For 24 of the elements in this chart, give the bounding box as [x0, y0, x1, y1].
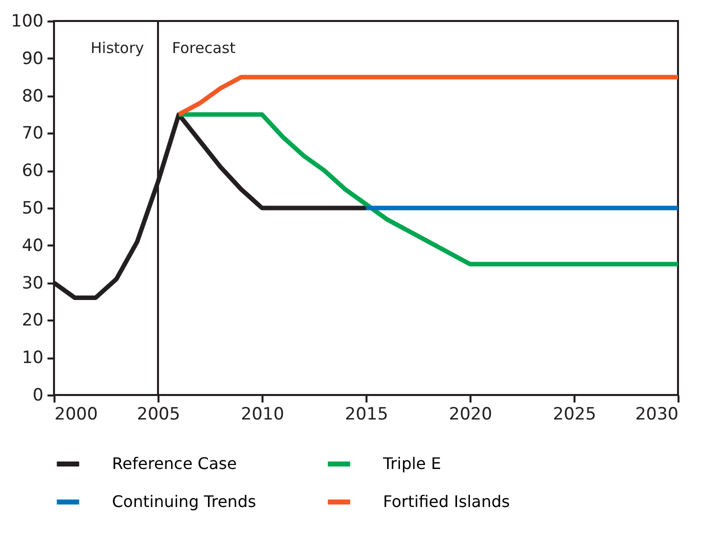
- annotation: History: [90, 39, 144, 57]
- x-tick-label: 2030: [635, 404, 678, 424]
- legend-label: Triple E: [382, 454, 442, 473]
- legend-label: Fortified Islands: [383, 492, 510, 511]
- y-tick-label: 40: [22, 236, 44, 256]
- y-tick-label: 50: [22, 198, 44, 218]
- y-tick-label: 10: [22, 348, 44, 368]
- y-tick-label: 70: [22, 124, 44, 144]
- x-tick-label: 2015: [344, 404, 388, 424]
- x-tick-label: 2005: [136, 404, 180, 424]
- annotation: Forecast: [172, 39, 236, 57]
- y-tick-label: 30: [22, 273, 44, 294]
- y-tick-label: 80: [22, 86, 44, 106]
- y-tick-label: 0: [32, 386, 44, 406]
- x-tick-label: 2010: [240, 404, 284, 424]
- legend-label: Reference Case: [112, 454, 237, 473]
- x-tick-label: 2000: [54, 404, 98, 424]
- y-tick-label: 90: [22, 48, 44, 69]
- x-tick-label: 2025: [552, 404, 596, 424]
- y-tick-label: 100: [11, 12, 44, 32]
- y-tick-label: 20: [22, 310, 44, 331]
- legend-label: Continuing Trends: [112, 492, 256, 511]
- y-tick-label: 60: [22, 161, 44, 182]
- x-tick-label: 2020: [448, 404, 492, 424]
